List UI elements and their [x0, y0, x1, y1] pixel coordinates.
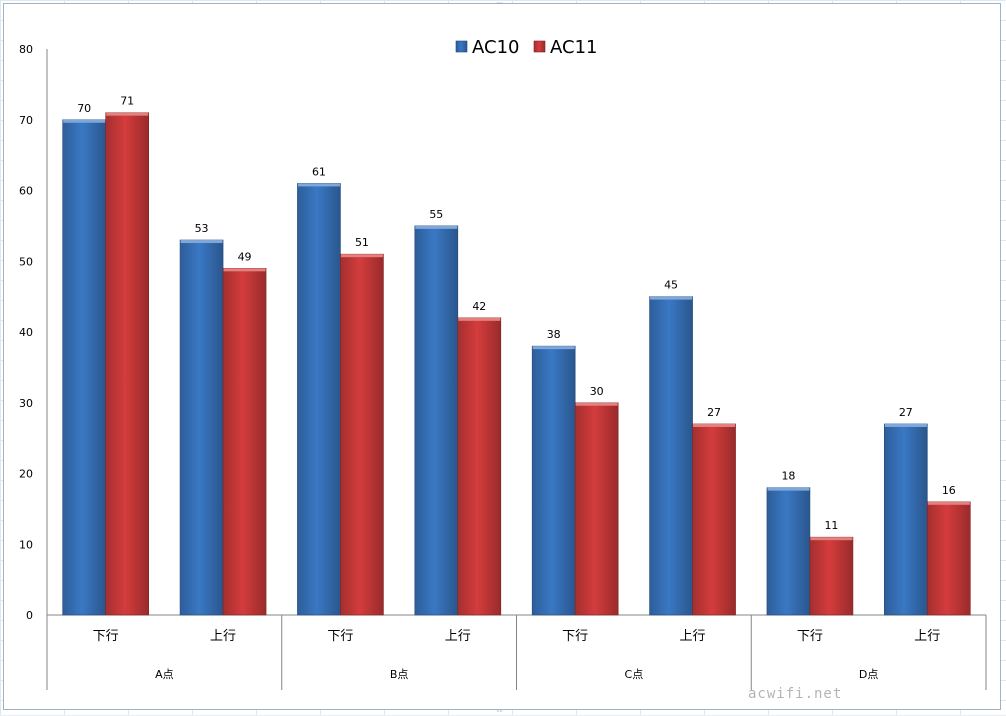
data-label: 51	[355, 236, 369, 249]
data-label: 61	[312, 165, 326, 178]
x-tick-label: 下行	[93, 629, 119, 644]
bar-top-highlight	[415, 225, 458, 229]
x-group-label: D点	[859, 668, 878, 681]
bar-ac11	[574, 402, 619, 616]
bar-top-highlight	[575, 402, 618, 406]
y-tick-label: 60	[19, 185, 33, 198]
x-tick-label: 下行	[327, 629, 353, 644]
legend-label-ac10: AC10	[472, 37, 519, 58]
data-label: 42	[472, 300, 486, 313]
legend-label-ac11: AC11	[550, 37, 597, 58]
y-tick-label: 80	[19, 43, 33, 56]
watermark: acwifi.net	[748, 686, 843, 702]
data-label: 11	[824, 519, 838, 532]
x-group-label: B点	[390, 668, 409, 681]
bar-top-highlight	[927, 501, 970, 505]
y-tick-label: 70	[19, 114, 33, 127]
bar-ac10	[62, 119, 106, 616]
data-label: 55	[429, 208, 443, 221]
data-label: 27	[707, 406, 721, 419]
data-label: 71	[120, 95, 134, 108]
bar-top-highlight	[693, 423, 736, 427]
data-label: 70	[77, 102, 91, 115]
resize-handle-bottom[interactable]: ····	[496, 707, 503, 716]
data-label: 38	[547, 328, 561, 341]
y-tick-label: 30	[19, 397, 33, 410]
bar-top-highlight	[223, 268, 266, 272]
legend-swatch-ac10	[455, 40, 468, 53]
legend: AC10 AC11	[455, 37, 597, 58]
x-tick-label: 上行	[914, 629, 940, 644]
bar-top-highlight	[532, 346, 575, 350]
x-group-label: A点	[155, 668, 174, 681]
bar-top-highlight	[180, 240, 223, 244]
bar-ac10	[649, 296, 693, 616]
bar-top-highlight	[650, 296, 693, 300]
bar-top-highlight	[767, 487, 810, 491]
bar-top-highlight	[297, 183, 340, 187]
data-label: 18	[781, 470, 795, 483]
bar-ac10	[531, 345, 576, 616]
bar-top-highlight	[106, 112, 149, 116]
data-label: 49	[238, 250, 252, 263]
resize-handle-top[interactable]: ····	[496, 0, 503, 8]
bar-top-highlight	[810, 537, 853, 541]
bar-ac11	[105, 112, 149, 616]
bar-ac11	[457, 317, 502, 616]
bar-ac11	[340, 253, 384, 616]
x-tick-label: 下行	[797, 629, 823, 644]
bar-top-highlight	[340, 254, 383, 258]
y-tick-label: 50	[19, 255, 33, 268]
bar-top-highlight	[884, 423, 927, 427]
bars	[62, 112, 971, 616]
y-tick-label: 40	[19, 326, 33, 339]
bar-ac10	[884, 423, 928, 616]
bar-ac10	[179, 239, 224, 616]
y-tick-label: 10	[19, 538, 33, 551]
bar-ac11	[692, 423, 736, 616]
data-label: 45	[664, 279, 678, 292]
data-label: 16	[942, 484, 956, 497]
x-tick-label: 上行	[210, 629, 236, 644]
bar-ac10	[297, 183, 341, 616]
legend-swatch-ac11	[533, 40, 546, 53]
bar-ac10	[414, 225, 459, 616]
x-tick-label: 下行	[562, 629, 588, 644]
bar-top-highlight	[458, 317, 501, 321]
bar-ac11	[809, 536, 854, 616]
bar-ac11	[222, 268, 267, 616]
y-tick-label: 20	[19, 468, 33, 481]
axes: 0 10 20 30 40 50 60 70 80 下行 上行 下行 上行 下行 上行 下行 上行 A点 B点 C点 D…	[19, 43, 987, 690]
data-labels: 70 71 53 49 61 51 55 42 38 30 45 27 18 11 27 16	[77, 95, 956, 532]
data-label: 53	[195, 222, 209, 235]
x-tick-label: 上行	[445, 629, 471, 644]
data-label: 30	[590, 385, 604, 398]
bar-ac11	[927, 501, 971, 616]
data-label: 27	[899, 406, 913, 419]
bar-top-highlight	[63, 119, 106, 123]
y-tick-label: 0	[26, 609, 33, 622]
bar-ac10	[766, 487, 811, 616]
x-group-label: C点	[625, 668, 644, 681]
x-tick-label: 上行	[680, 629, 706, 644]
